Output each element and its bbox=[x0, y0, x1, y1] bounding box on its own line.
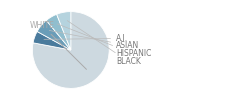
Text: A.I.: A.I. bbox=[44, 34, 128, 43]
Text: WHITE: WHITE bbox=[29, 20, 86, 69]
Text: ASIAN: ASIAN bbox=[49, 30, 139, 50]
Wedge shape bbox=[37, 20, 71, 50]
Wedge shape bbox=[57, 12, 71, 50]
Text: BLACK: BLACK bbox=[67, 21, 141, 66]
Text: HISPANIC: HISPANIC bbox=[57, 24, 151, 58]
Wedge shape bbox=[33, 32, 71, 50]
Wedge shape bbox=[32, 12, 109, 88]
Wedge shape bbox=[46, 14, 71, 50]
